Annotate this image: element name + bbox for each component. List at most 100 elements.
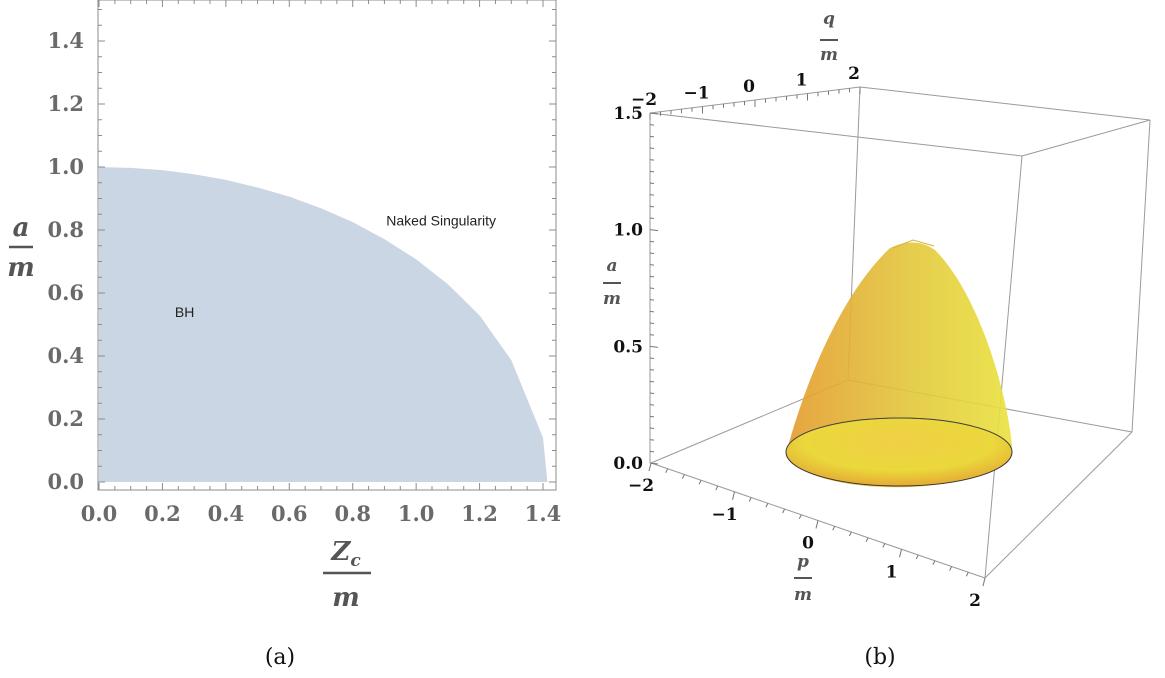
a-tick bbox=[649, 147, 655, 149]
annotation-naked-singularity: Naked Singularity bbox=[386, 213, 496, 229]
chart-a-frame bbox=[97, 0, 557, 491]
x-tick-label: 1.0 bbox=[398, 501, 435, 526]
p-tick bbox=[982, 577, 986, 587]
p-tick bbox=[698, 480, 702, 485]
chart-b-ticks bbox=[648, 87, 986, 587]
surface-apex-edge bbox=[892, 239, 935, 249]
a-tick bbox=[649, 415, 655, 418]
p-axis-label: p m bbox=[794, 552, 812, 605]
a-label-denominator: m bbox=[603, 289, 621, 309]
y-tick-label: 0.8 bbox=[47, 217, 84, 242]
a-tick bbox=[649, 287, 655, 289]
p-tick bbox=[949, 566, 953, 571]
y-label-denominator: m bbox=[7, 253, 35, 283]
p-tick bbox=[965, 572, 969, 577]
y-tick-label: 1.4 bbox=[47, 28, 84, 53]
chart-a: 0.0 0.2 0.4 0.6 0.8 1.0 1.2 1.4 0.0 0.2 0.4 0.6 0.8 1… bbox=[7, 0, 561, 670]
a-tick bbox=[649, 135, 655, 138]
a-tick bbox=[649, 450, 655, 453]
p-tick bbox=[681, 474, 685, 479]
x-tick-label: 0.8 bbox=[334, 501, 371, 526]
p-tick bbox=[899, 549, 902, 558]
surface-base-disk bbox=[785, 417, 1013, 487]
y-axis-label-a: a m bbox=[7, 213, 35, 283]
q-tick-label: 1 bbox=[796, 71, 808, 91]
a-tick bbox=[649, 275, 655, 278]
caption-b: (b) bbox=[864, 645, 895, 670]
y-tick-label: 0.0 bbox=[47, 469, 84, 494]
p-tick bbox=[848, 531, 852, 537]
x-tick-label: 0.6 bbox=[271, 501, 308, 526]
a-tick-label: 1.0 bbox=[613, 221, 643, 241]
y-tick-label: 1.0 bbox=[47, 154, 84, 179]
q-tick-label: −2 bbox=[631, 90, 657, 110]
a-label-numerator: a bbox=[606, 256, 617, 276]
p-tick bbox=[865, 537, 869, 542]
a-tick bbox=[649, 170, 655, 173]
a-axis-label: a m bbox=[603, 256, 621, 309]
a-tick-label: 0.5 bbox=[613, 337, 643, 357]
p-tick-label: 2 bbox=[969, 591, 981, 611]
a-tick bbox=[649, 182, 655, 184]
a-tick bbox=[649, 310, 655, 313]
y-tick-label: 0.2 bbox=[47, 406, 84, 431]
q-label-denominator: m bbox=[820, 45, 838, 65]
a-tick bbox=[649, 112, 659, 115]
p-tick bbox=[782, 508, 786, 514]
a-tick bbox=[649, 369, 655, 371]
q-tick-label: −1 bbox=[683, 84, 709, 104]
a-tick bbox=[649, 404, 655, 406]
a-tick bbox=[649, 252, 655, 254]
a-tick bbox=[649, 299, 655, 301]
a-tick bbox=[649, 380, 655, 383]
a-tick bbox=[649, 345, 659, 348]
chart-a-tick-labels: 0.0 0.2 0.4 0.6 0.8 1.0 1.2 1.4 0.0 0.2 0.4 0.6 0.8 1… bbox=[47, 28, 561, 526]
p-tick bbox=[932, 560, 936, 565]
x-label-numerator: Zc bbox=[330, 537, 361, 571]
a-tick bbox=[649, 217, 655, 219]
a-tick bbox=[649, 159, 655, 161]
chart-a-ticks bbox=[98, 0, 556, 490]
y-tick-label: 0.6 bbox=[47, 280, 84, 305]
q-tick-label: 2 bbox=[848, 64, 860, 84]
a-tick bbox=[649, 322, 655, 324]
a-tick bbox=[649, 194, 655, 196]
q-label-numerator: q bbox=[823, 9, 835, 29]
y-tick-label: 1.2 bbox=[47, 91, 84, 116]
p-tick bbox=[832, 526, 836, 531]
x-axis-label-zc: Zc m bbox=[323, 537, 371, 613]
p-tick bbox=[815, 520, 819, 529]
a-tick bbox=[649, 205, 655, 208]
a-tick-label: 0.0 bbox=[613, 454, 643, 474]
a-tick bbox=[649, 357, 655, 359]
surface-cap bbox=[785, 239, 1013, 488]
p-tick bbox=[748, 497, 752, 502]
surface-base-back-rim bbox=[785, 417, 1013, 453]
p-tick bbox=[882, 543, 886, 548]
p-label-numerator: p bbox=[797, 552, 809, 572]
a-tick bbox=[649, 427, 655, 429]
x-label-denominator: m bbox=[332, 583, 360, 613]
x-tick-label: 0.0 bbox=[81, 501, 118, 526]
p-tick bbox=[648, 462, 652, 472]
x-tick-label: 1.2 bbox=[461, 501, 498, 526]
a-tick bbox=[649, 264, 655, 266]
bh-region-layer bbox=[99, 167, 548, 482]
x-tick-label: 0.2 bbox=[144, 501, 181, 526]
p-tick bbox=[798, 514, 802, 519]
q-axis-label: q m bbox=[820, 9, 838, 65]
caption-a: (a) bbox=[265, 645, 295, 670]
p-tick-label: −1 bbox=[711, 505, 737, 525]
a-tick-label: 1.5 bbox=[613, 104, 643, 124]
a-tick bbox=[649, 392, 655, 394]
y-label-numerator: a bbox=[13, 213, 30, 243]
q-tick-label: 0 bbox=[743, 77, 755, 97]
p-tick bbox=[715, 485, 719, 491]
a-tick bbox=[649, 334, 655, 336]
p-tick-label: −2 bbox=[628, 476, 654, 496]
x-tick-label: 0.4 bbox=[208, 501, 245, 526]
x-label-z: Z bbox=[330, 537, 351, 567]
p-label-denominator: m bbox=[794, 585, 812, 605]
